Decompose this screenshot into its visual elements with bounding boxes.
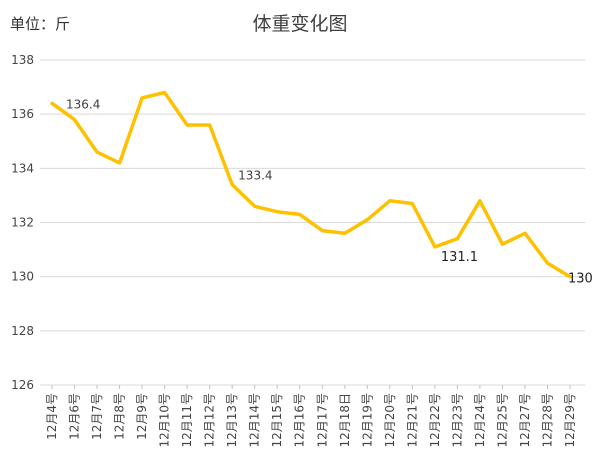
- x-tick-label: 12月17号: [315, 393, 329, 448]
- data-point: [545, 261, 549, 265]
- x-tick-label: 12月28号: [540, 393, 554, 448]
- x-tick-label: 12月4号: [45, 393, 59, 440]
- x-tick-label: 12月21号: [405, 393, 419, 448]
- x-axis: 12月4号 12月6号 12月7号 12月8号 12月9号 12月10号 12月11号 12月…: [45, 385, 577, 448]
- x-tick-label: 12月9号: [135, 393, 149, 440]
- data-point: [388, 199, 392, 203]
- data-point: [140, 96, 144, 100]
- series-weight: [50, 90, 572, 279]
- series-line: [50, 90, 572, 279]
- x-tick-label: 12月12号: [203, 393, 217, 448]
- data-point: [343, 231, 347, 235]
- x-tick-label: 12月10号: [158, 393, 172, 448]
- data-point: [455, 237, 459, 241]
- data-labels: 136.4 133.4 131.1 130: [66, 97, 593, 286]
- chart-title: 体重变化图: [252, 13, 347, 35]
- x-tick-label: 12月27号: [518, 393, 532, 448]
- data-point: [230, 183, 234, 187]
- x-tick-label: 12月22号: [428, 393, 442, 448]
- y-tick-label: 138: [11, 53, 34, 67]
- data-label: 130: [568, 272, 593, 287]
- data-point: [320, 229, 324, 233]
- x-tick-label: 12月23号: [450, 393, 464, 448]
- x-tick-label: 12月16号: [293, 393, 307, 448]
- data-label: 136.4: [66, 97, 100, 111]
- x-tick-label: 12月25号: [495, 393, 509, 448]
- x-tick-label: 12月13号: [225, 393, 239, 448]
- x-tick-label: 12月7号: [90, 393, 104, 440]
- data-point: [523, 231, 527, 235]
- data-label: 131.1: [441, 250, 478, 265]
- data-point: [253, 204, 257, 208]
- x-tick-label: 12月18日: [338, 393, 352, 448]
- data-point: [298, 212, 302, 216]
- data-point: [73, 118, 77, 122]
- data-point: [163, 91, 167, 94]
- data-point: [118, 161, 122, 165]
- data-point: [275, 210, 279, 214]
- data-point: [365, 218, 369, 222]
- grid-lines: [40, 59, 585, 386]
- x-tick-label: 12月6号: [68, 393, 82, 440]
- y-tick-label: 130: [11, 270, 34, 284]
- data-point: [433, 245, 437, 249]
- x-tick-label: 12月24号: [473, 393, 487, 448]
- data-point: [568, 275, 572, 279]
- x-tick-label: 12月8号: [113, 393, 127, 440]
- y-tick-label: 128: [11, 324, 34, 338]
- x-tick-label: 12月20号: [383, 393, 397, 448]
- data-point: [500, 242, 504, 246]
- x-tick-label: 12月29号: [563, 393, 577, 448]
- x-tick-label: 12月19号: [360, 393, 374, 448]
- y-tick-label: 132: [11, 216, 34, 230]
- unit-label: 单位：斤: [10, 15, 70, 33]
- y-tick-label: 134: [11, 161, 34, 175]
- data-point: [478, 199, 482, 203]
- x-tick-label: 12月15号: [270, 393, 284, 448]
- x-tick-label: 12月11号: [180, 393, 194, 448]
- data-point: [410, 202, 414, 206]
- y-tick-label: 136: [11, 107, 34, 121]
- data-point: [208, 123, 212, 127]
- data-point: [185, 123, 189, 127]
- y-axis: 126 128 130 132 134 136 138: [11, 53, 34, 392]
- data-label: 133.4: [238, 169, 272, 183]
- data-point: [50, 101, 54, 105]
- y-tick-label: 126: [11, 378, 34, 392]
- x-tick-label: 12月14号: [248, 393, 262, 448]
- data-point: [95, 150, 99, 154]
